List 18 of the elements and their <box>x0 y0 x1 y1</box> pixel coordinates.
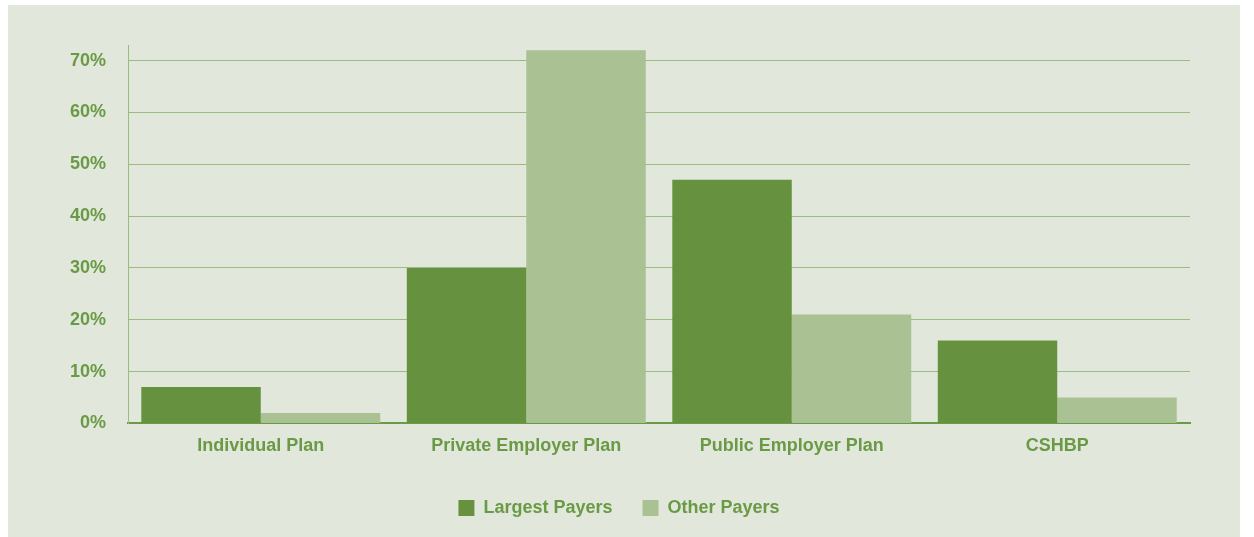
y-tick-label: 30% <box>70 256 107 277</box>
x-tick-label: Public Employer Plan <box>699 435 884 456</box>
bar <box>791 314 912 423</box>
y-tick-label: 20% <box>70 308 107 329</box>
y-tick-label: 60% <box>70 101 107 122</box>
bar <box>526 50 646 423</box>
y-tick-label: 10% <box>70 360 107 381</box>
y-tick-label: 50% <box>70 153 107 174</box>
x-tick-label: Private Employer Plan <box>431 435 622 456</box>
x-tick-label: CSHBP <box>1025 435 1089 456</box>
x-tick-label: Individual Plan <box>197 435 325 456</box>
y-tick-label: 0% <box>80 412 107 433</box>
bar <box>260 413 381 423</box>
y-tick-label: 40% <box>70 205 107 226</box>
legend-label: Other Payers <box>667 496 780 517</box>
bar <box>1057 397 1177 423</box>
y-tick-label: 70% <box>70 49 107 70</box>
legend-label: Largest Payers <box>483 496 613 517</box>
